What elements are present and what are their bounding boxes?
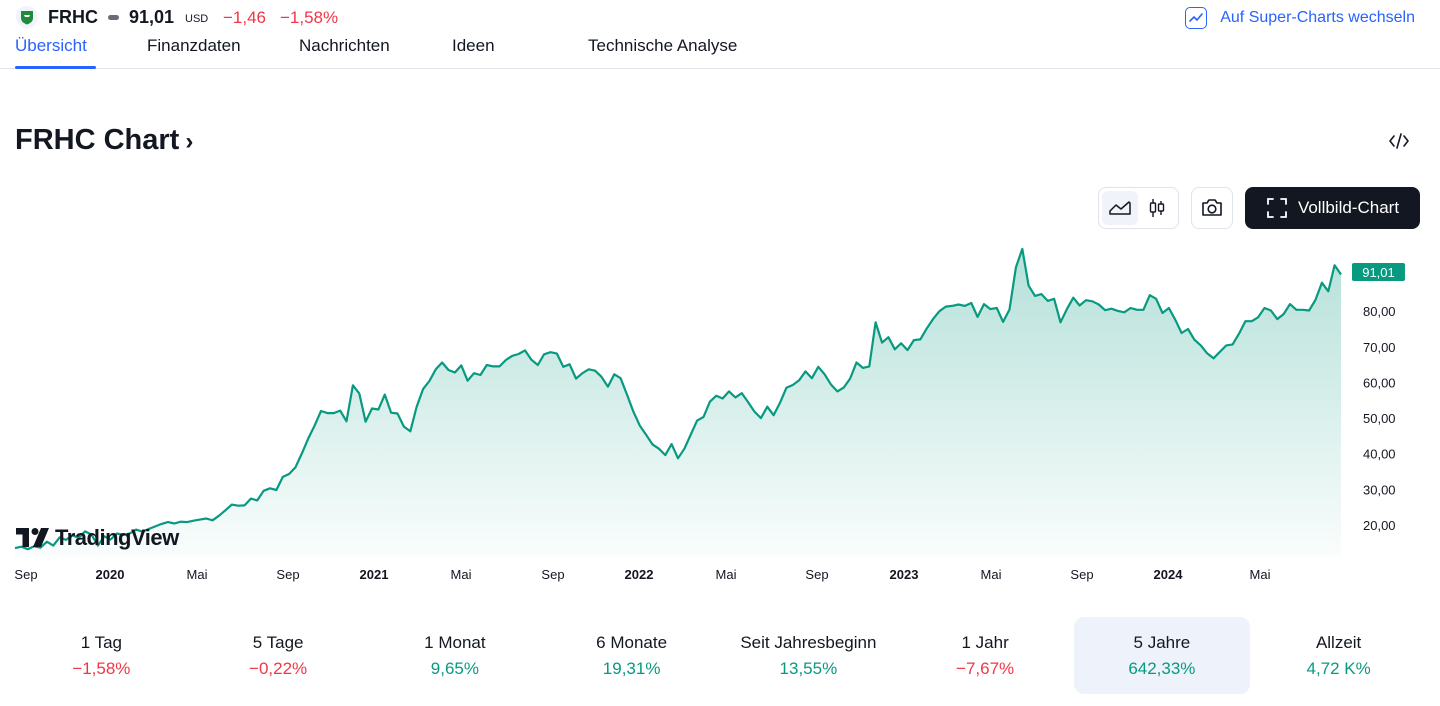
last-value-label: 91,01 [1362,265,1395,280]
x-tick-label: Sep [541,567,564,582]
x-tick-label: 2024 [1154,567,1184,582]
supercharts-link[interactable]: Auf Super-Charts wechseln [1185,7,1415,29]
candlestick-icon [1150,199,1165,217]
period-7[interactable]: Allzeit 4,72 K% [1250,617,1427,694]
period-performance: 1 Tag −1,58% 5 Tage −0,22% 1 Monat 9,65% 6 Mon… [13,617,1427,694]
period-change: 13,55% [779,658,838,678]
period-label: 1 Monat [424,632,486,652]
area-chart-icon [1109,201,1131,215]
x-tick-label: 2021 [360,567,389,582]
price-change-absolute: −1,46 [223,8,267,27]
period-change: −0,22% [249,658,308,678]
y-tick-label: 50,00 [1363,411,1396,426]
period-label: 1 Jahr [961,632,1009,652]
last-value-badge [1352,263,1405,281]
tradingview-logo: TradingView [16,525,179,551]
x-tick-label: Mai [187,567,208,582]
period-label: 1 Tag [80,632,123,652]
period-6[interactable]: 5 Jahre 642,33% [1073,617,1251,694]
price-line [14,247,1342,551]
company-logo [16,6,38,28]
tab-overview[interactable]: Übersicht [15,36,87,55]
price-chart[interactable]: 20,00 30,00 40,00 50,00 60,00 70,00 80,00 91,01… [0,240,1440,590]
x-tick-label: Sep [805,567,828,582]
y-tick-label: 40,00 [1363,447,1396,462]
x-tick-label: Sep [1070,567,1093,582]
embed-code-button[interactable] [1386,128,1412,154]
fullscreen-chart-label: Vollbild-Chart [1297,198,1400,217]
chart-title: FRHC Chart [15,124,180,156]
chart-title-link[interactable]: FRHC Chart › [15,124,193,157]
period-5[interactable]: 1 Jahr −7,67% [897,617,1074,694]
supercharts-link-label: Auf Super-Charts wechseln [1220,9,1415,26]
x-tick-label: 2022 [625,567,654,582]
chevron-right-icon: › [185,127,194,155]
tab-news[interactable]: Nachrichten [299,36,390,55]
tradingview-brand: TradingView [55,525,179,550]
active-tab-indicator [15,66,96,69]
period-label: 5 Jahre [1133,632,1191,652]
x-tick-label: Mai [716,567,737,582]
last-price: 91,01 [129,7,175,27]
period-4[interactable]: Seit Jahresbeginn 13,55% [720,617,897,694]
price-area-fill [15,248,1341,557]
period-3[interactable]: 6 Monate 19,31% [543,617,720,694]
period-change: 642,33% [1128,658,1196,678]
period-change: 19,31% [602,658,661,678]
period-0[interactable]: 1 Tag −1,58% [13,617,190,694]
camera-icon [1202,199,1222,216]
chart-line-icon [1185,7,1208,29]
period-change: −1,58% [72,658,131,678]
currency-label: USD [185,13,209,25]
y-tick-label: 70,00 [1363,340,1396,355]
x-tick-label: Sep [276,567,299,582]
x-tick-label: 2023 [890,567,919,582]
candles-chart-button[interactable] [1140,191,1176,225]
area-chart-button[interactable] [1102,191,1138,225]
period-change: −7,67% [956,658,1015,678]
market-status-dot [108,15,119,20]
y-tick-label: 30,00 [1363,482,1396,497]
code-icon [1389,133,1409,149]
x-tick-label: Mai [451,567,472,582]
period-1[interactable]: 5 Tage −0,22% [190,617,367,694]
y-tick-label: 80,00 [1363,304,1396,319]
tradingview-logo-icon [16,528,49,547]
period-label: 5 Tage [252,632,304,652]
tab-strip: Übersicht Finanzdaten Nachrichten Ideen … [0,34,1440,69]
snapshot-button[interactable] [1191,187,1233,229]
fullscreen-chart-button[interactable]: Vollbild-Chart [1245,187,1420,229]
fullscreen-icon [1267,198,1287,218]
x-tick-label: Mai [1250,567,1271,582]
price-change-percent: −1,58% [280,8,339,27]
y-tick-label: 20,00 [1363,518,1396,533]
x-tick-label: Sep [14,567,37,582]
tab-financials[interactable]: Finanzdaten [147,36,241,55]
period-label: 6 Monate [596,632,668,652]
period-change: 9,65% [430,658,479,678]
chart-type-switcher [1098,187,1179,229]
tab-ideas[interactable]: Ideen [452,36,495,55]
tab-technical-analysis[interactable]: Technische Analyse [588,36,738,55]
ticker-symbol: FRHC [48,7,98,27]
x-tick-label: Mai [981,567,1002,582]
period-2[interactable]: 1 Monat 9,65% [367,617,544,694]
period-label: Seit Jahresbeginn [740,632,877,652]
x-tick-label: 2020 [96,567,125,582]
y-tick-label: 60,00 [1363,376,1396,391]
symbol-header: FRHC 91,01 USD −1,46 −1,58% Auf Super-Ch… [0,0,1440,36]
period-label: Allzeit [1315,632,1362,652]
period-change: 4,72 K% [1306,658,1371,678]
